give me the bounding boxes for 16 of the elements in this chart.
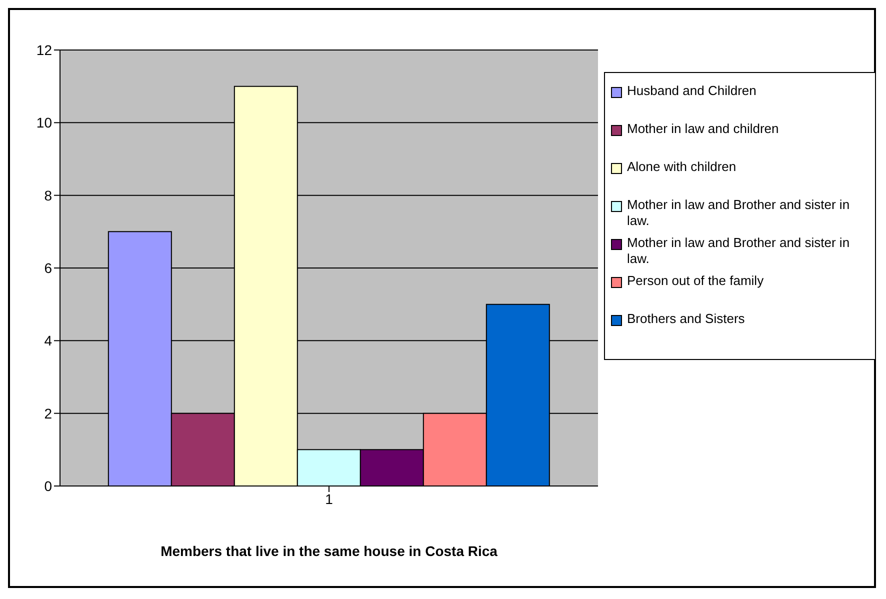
y-tick-label: 10 — [36, 114, 52, 131]
legend-label: Husband and Children — [627, 83, 756, 99]
x-axis-title: Members that live in the same house in Costa Rica — [160, 543, 498, 559]
legend-label: Mother in law and Brother and sister in law. — [627, 197, 851, 229]
y-tick-label: 6 — [44, 260, 52, 276]
legend-label: Mother in law and Brother and sister in law. — [627, 235, 851, 267]
y-tick-label: 4 — [44, 332, 52, 349]
legend-label: Brothers and Sisters — [627, 311, 745, 327]
legend-label: Person out of the family — [627, 273, 764, 289]
legend-label: Alone with children — [627, 159, 736, 175]
y-tick-label: 0 — [44, 478, 52, 494]
x-tick-label: 1 — [325, 490, 334, 507]
y-tick-label: 12 — [36, 42, 52, 58]
y-tick-label: 2 — [44, 405, 52, 422]
y-tick-label: 8 — [44, 187, 52, 204]
legend-label: Mother in law and children — [627, 121, 779, 137]
